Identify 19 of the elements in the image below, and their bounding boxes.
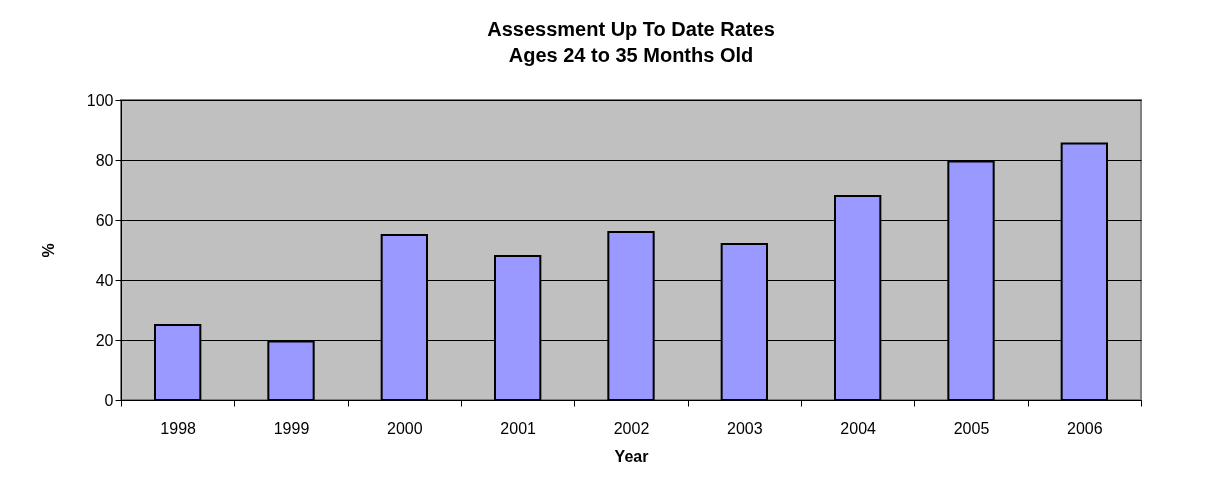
y-tick-label: 0 [104, 391, 114, 409]
x-tick-label: 2001 [500, 419, 537, 437]
x-axis-title: Year [614, 447, 649, 465]
y-tick-label: 20 [95, 331, 114, 349]
x-tick-label: 2002 [613, 419, 650, 437]
y-tick-label: 60 [95, 211, 114, 229]
chart-subtitle: Ages 24 to 35 Months Old [508, 44, 754, 66]
y-tick-label: 40 [95, 271, 114, 289]
chart-title: Assessment Up To Date Rates [487, 18, 775, 40]
y-axis-title: % [39, 243, 57, 258]
x-tick-label: 2004 [840, 419, 877, 437]
x-tick-label: 2006 [1067, 419, 1103, 437]
x-tick-label: 2003 [727, 419, 763, 437]
y-tick-label: 100 [86, 91, 114, 109]
x-tick-label: 1998 [160, 419, 197, 437]
x-tick-label: 2005 [953, 419, 990, 437]
x-tick-label: 1999 [273, 419, 310, 437]
x-tick-label: 2000 [387, 419, 423, 437]
y-tick-label: 80 [95, 151, 114, 169]
